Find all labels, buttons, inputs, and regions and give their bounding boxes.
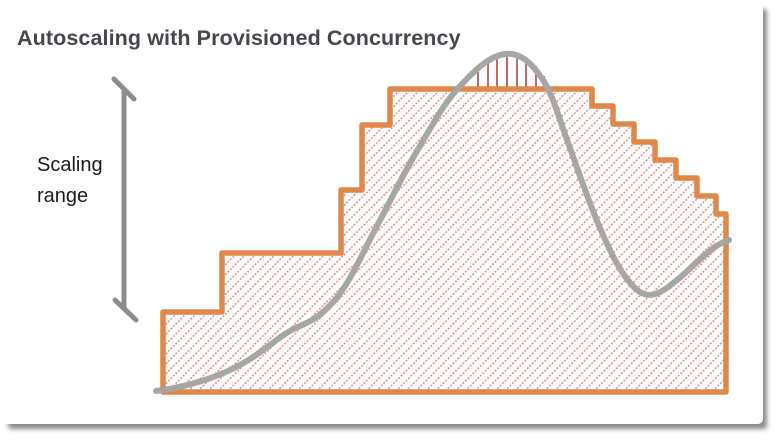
scaling-range-top-cap: [111, 76, 137, 102]
page-title: Autoscaling with Provisioned Concurrency: [17, 26, 461, 50]
scaling-range-bottom-cap: [112, 297, 139, 323]
scaling-range-label-line1: Scaling: [37, 154, 103, 176]
provisioned-concurrency-step-area: [160, 86, 729, 395]
scaling-range-indicator: [111, 76, 139, 323]
scaling-range-label: Scaling range: [37, 150, 103, 212]
demand-curve: [153, 50, 732, 394]
scaling-range-label-line2: range: [37, 185, 89, 207]
